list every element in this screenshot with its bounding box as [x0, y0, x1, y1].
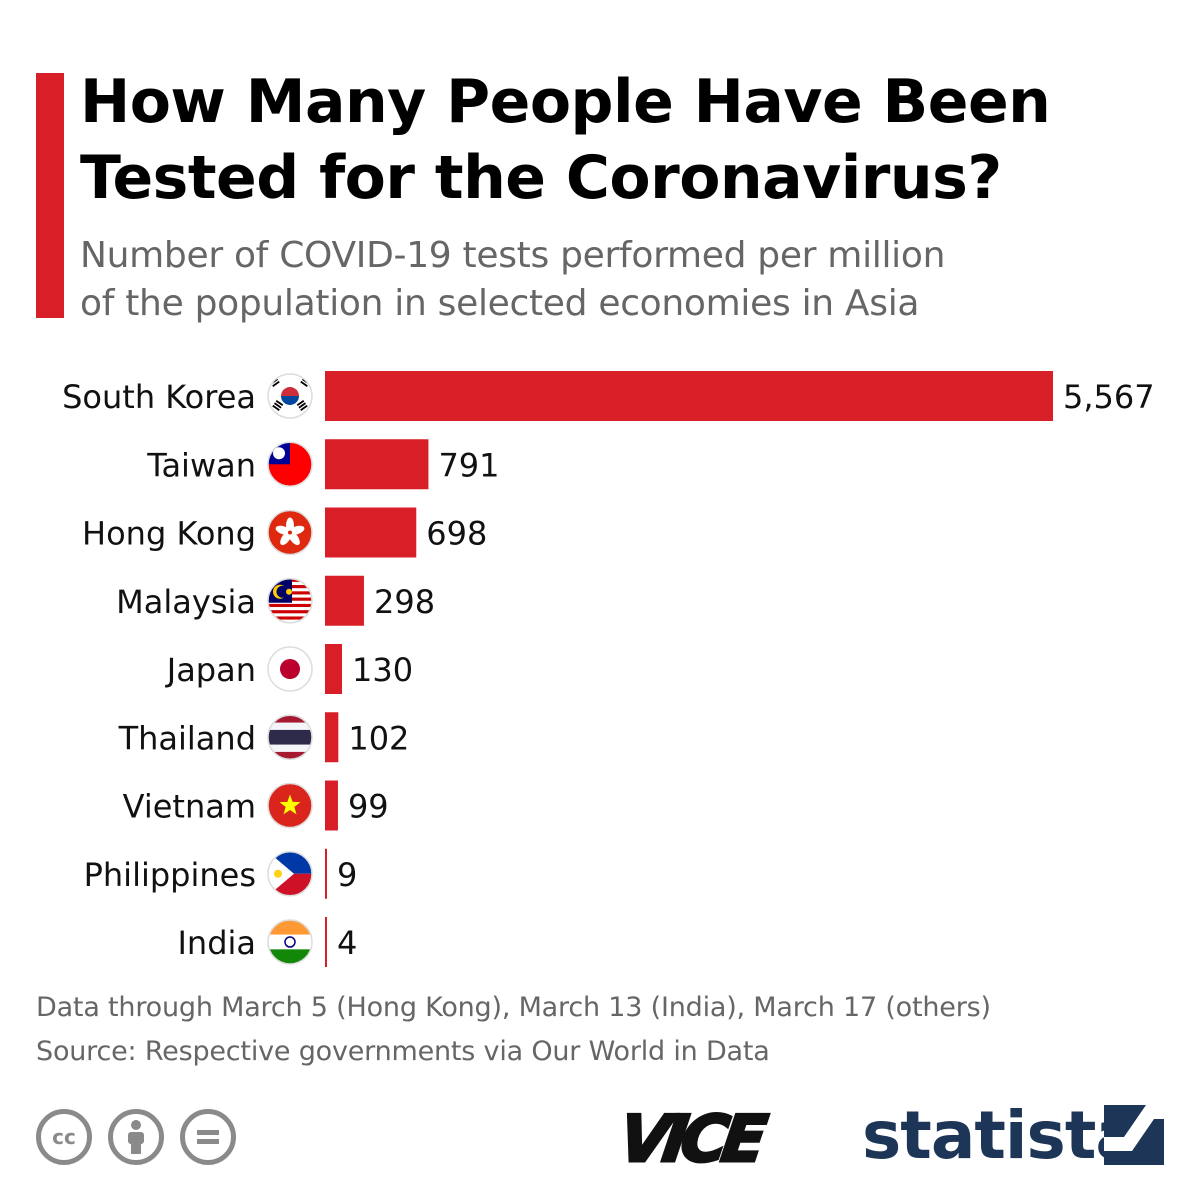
cc-text: cc	[52, 1125, 76, 1149]
category-label: South Korea	[62, 378, 256, 416]
value-label: 9	[337, 856, 357, 894]
subtitle-line-1: Number of COVID-19 tests performed per m…	[80, 235, 946, 276]
category-label: Taiwan	[146, 446, 256, 484]
creative-commons-icon[interactable]: cc	[36, 1109, 92, 1165]
bar	[325, 780, 338, 831]
value-label: 102	[348, 719, 409, 757]
bar	[325, 712, 339, 763]
statista-mark-icon	[1104, 1105, 1164, 1165]
value-label: 4	[337, 924, 357, 962]
value-label: 5,567	[1063, 378, 1155, 416]
vietnam-flag-icon	[268, 783, 312, 828]
category-label: Japan	[165, 651, 256, 689]
hong-kong-flag-icon	[268, 510, 312, 555]
equals-glyph	[197, 1130, 219, 1144]
chart-title: How Many People Have Been Tested for the…	[80, 67, 1051, 213]
bar	[325, 371, 1053, 421]
no-derivatives-icon[interactable]	[180, 1109, 236, 1165]
data-note: Data through March 5 (Hong Kong), March …	[36, 992, 991, 1023]
statista-logo: statista	[862, 1097, 1140, 1174]
attribution-person-glyph	[128, 1120, 144, 1154]
bar	[325, 848, 327, 899]
bar	[325, 644, 343, 694]
value-label: 298	[374, 583, 435, 621]
vice-logo: VICE	[613, 1102, 766, 1179]
value-label: 791	[438, 446, 499, 484]
category-label: Thailand	[118, 719, 256, 757]
bar	[325, 507, 417, 558]
category-label: Vietnam	[123, 788, 256, 826]
japan-flag-icon	[268, 647, 312, 691]
category-label: India	[177, 924, 256, 962]
chart-subtitle: Number of COVID-19 tests performed per m…	[80, 232, 1080, 328]
category-label: Philippines	[84, 856, 256, 894]
bar	[325, 575, 364, 626]
value-label: 99	[348, 788, 389, 826]
title-accent-bar	[36, 73, 64, 318]
bar	[325, 439, 429, 490]
bar	[325, 917, 327, 967]
bar-chart: South Korea 5,567 Taiwan 791 Hong Kong 698 Mal…	[62, 371, 1155, 967]
category-label: Malaysia	[116, 583, 256, 621]
footer: cc VICE statista	[0, 1095, 1200, 1179]
source-note: Source: Respective governments via Our W…	[36, 1036, 770, 1067]
category-label: Hong Kong	[82, 515, 256, 553]
philippines-flag-icon	[268, 851, 312, 896]
subtitle-line-2: of the population in selected economies …	[80, 283, 920, 324]
thailand-flag-icon	[268, 715, 312, 760]
value-label: 698	[426, 515, 487, 553]
malaysia-flag-icon	[268, 578, 312, 623]
value-label: 130	[352, 651, 413, 689]
attribution-icon[interactable]	[108, 1109, 164, 1165]
